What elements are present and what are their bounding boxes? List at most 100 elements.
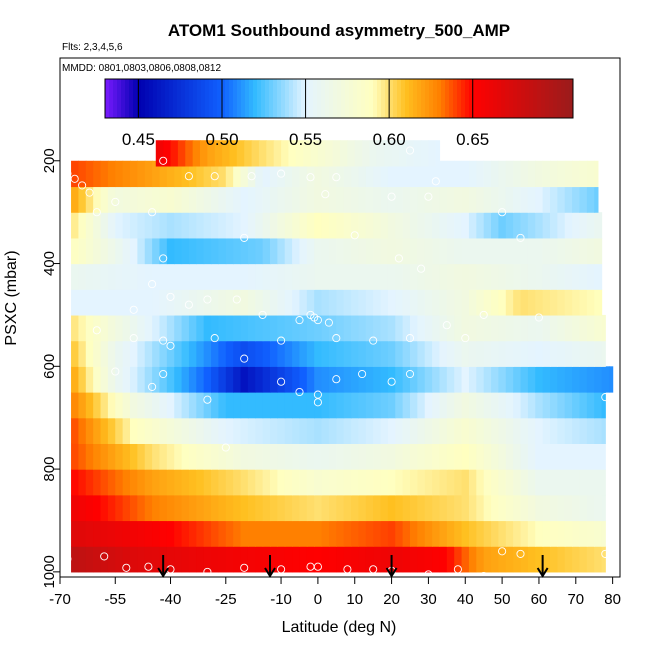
heat-cell xyxy=(417,160,426,188)
heat-cell xyxy=(244,140,253,167)
heat-cell xyxy=(166,546,175,573)
heat-cell xyxy=(373,314,382,342)
heat-cell xyxy=(373,186,382,213)
heat-cell xyxy=(557,392,566,419)
heat-cell xyxy=(115,494,124,522)
heat-cell xyxy=(225,237,234,265)
heat-cell xyxy=(137,366,146,393)
heat-cell xyxy=(170,140,179,167)
heat-cell xyxy=(166,212,175,239)
heat-cell xyxy=(277,392,286,419)
heat-cell xyxy=(550,469,558,496)
heat-cell xyxy=(402,263,411,290)
heat-cell xyxy=(321,366,330,393)
heat-cell xyxy=(468,417,477,444)
heat-cell xyxy=(542,392,551,419)
colorbar-cell xyxy=(409,79,414,118)
heat-cell xyxy=(373,469,382,496)
level-band-775 xyxy=(71,443,606,470)
obs-point xyxy=(100,552,109,561)
heat-cell xyxy=(71,469,80,496)
heat-cell xyxy=(218,494,227,522)
heat-cell xyxy=(483,392,492,419)
colorbar-cell xyxy=(465,79,470,118)
heat-cell xyxy=(277,520,286,547)
arrow-head xyxy=(157,567,170,578)
heat-cell xyxy=(71,263,80,290)
heat-cell xyxy=(557,160,566,188)
heat-cell xyxy=(601,520,606,547)
heat-cell xyxy=(100,494,109,522)
heat-cell xyxy=(542,212,551,239)
heat-cell xyxy=(343,443,352,470)
heat-cell xyxy=(233,160,242,188)
heat-cell xyxy=(174,237,183,265)
colorbar-cell xyxy=(457,79,462,118)
heat-cell xyxy=(498,289,507,316)
colorbar-cell xyxy=(257,79,262,118)
heat-cell xyxy=(373,546,382,573)
dates-label: MMDD: 0801,0803,0806,0808,0812 xyxy=(62,63,221,74)
heat-cell xyxy=(314,160,323,188)
heat-cell xyxy=(373,494,382,522)
heat-cell xyxy=(601,340,606,367)
heat-cell xyxy=(498,469,507,496)
heat-cell xyxy=(225,469,234,496)
heat-cell xyxy=(601,417,606,444)
heat-cell xyxy=(358,417,367,444)
obs-point xyxy=(159,369,168,379)
heat-cell xyxy=(295,140,304,167)
heat-cell xyxy=(343,417,352,444)
heat-cell xyxy=(137,417,146,444)
heat-cell xyxy=(505,237,514,265)
heat-cell xyxy=(336,443,345,470)
heat-cell xyxy=(115,443,124,470)
level-band-625 xyxy=(71,366,614,393)
heat-cell xyxy=(439,160,448,188)
heat-cell xyxy=(321,263,330,290)
heat-cell xyxy=(439,289,448,316)
heat-cell xyxy=(535,160,544,188)
flight-arrows xyxy=(157,555,549,578)
heat-cell xyxy=(343,160,352,188)
heat-cell xyxy=(71,494,80,522)
heat-cell xyxy=(520,160,529,188)
level-band-185 xyxy=(155,140,441,167)
colorbar-cell xyxy=(361,79,366,118)
heat-cell xyxy=(325,140,334,167)
heat-cell xyxy=(255,186,264,213)
heat-cell xyxy=(365,392,374,419)
heat-cell xyxy=(211,417,220,444)
heat-cell xyxy=(513,520,522,547)
heat-cell xyxy=(513,186,522,213)
heat-cell xyxy=(233,469,242,496)
heat-cell xyxy=(579,160,588,188)
heat-cell xyxy=(78,314,87,342)
heat-cell xyxy=(594,314,603,342)
heat-cell xyxy=(255,469,264,496)
heat-cell xyxy=(159,392,168,419)
heat-cell xyxy=(373,289,382,316)
heat-cell xyxy=(328,160,337,188)
heat-cell xyxy=(535,443,544,470)
heat-cell xyxy=(439,237,448,265)
heat-cell xyxy=(78,546,87,573)
heat-cell xyxy=(292,469,301,496)
heat-cell xyxy=(476,443,485,470)
heat-cell xyxy=(579,314,588,342)
obs-point xyxy=(221,443,230,452)
heat-cell xyxy=(211,392,220,419)
heat-cell xyxy=(483,443,492,470)
x-tick-label: 10 xyxy=(346,591,363,608)
heat-cell xyxy=(432,314,441,342)
heat-cell xyxy=(527,417,536,444)
heat-cell xyxy=(196,494,205,522)
heat-cell xyxy=(229,140,238,167)
heat-cell xyxy=(446,417,455,444)
heat-cell xyxy=(476,366,485,393)
obs-point xyxy=(78,181,87,190)
obs-point xyxy=(159,254,168,263)
heat-cell xyxy=(166,314,175,342)
heat-cell xyxy=(93,469,102,496)
heat-cell xyxy=(100,546,109,573)
